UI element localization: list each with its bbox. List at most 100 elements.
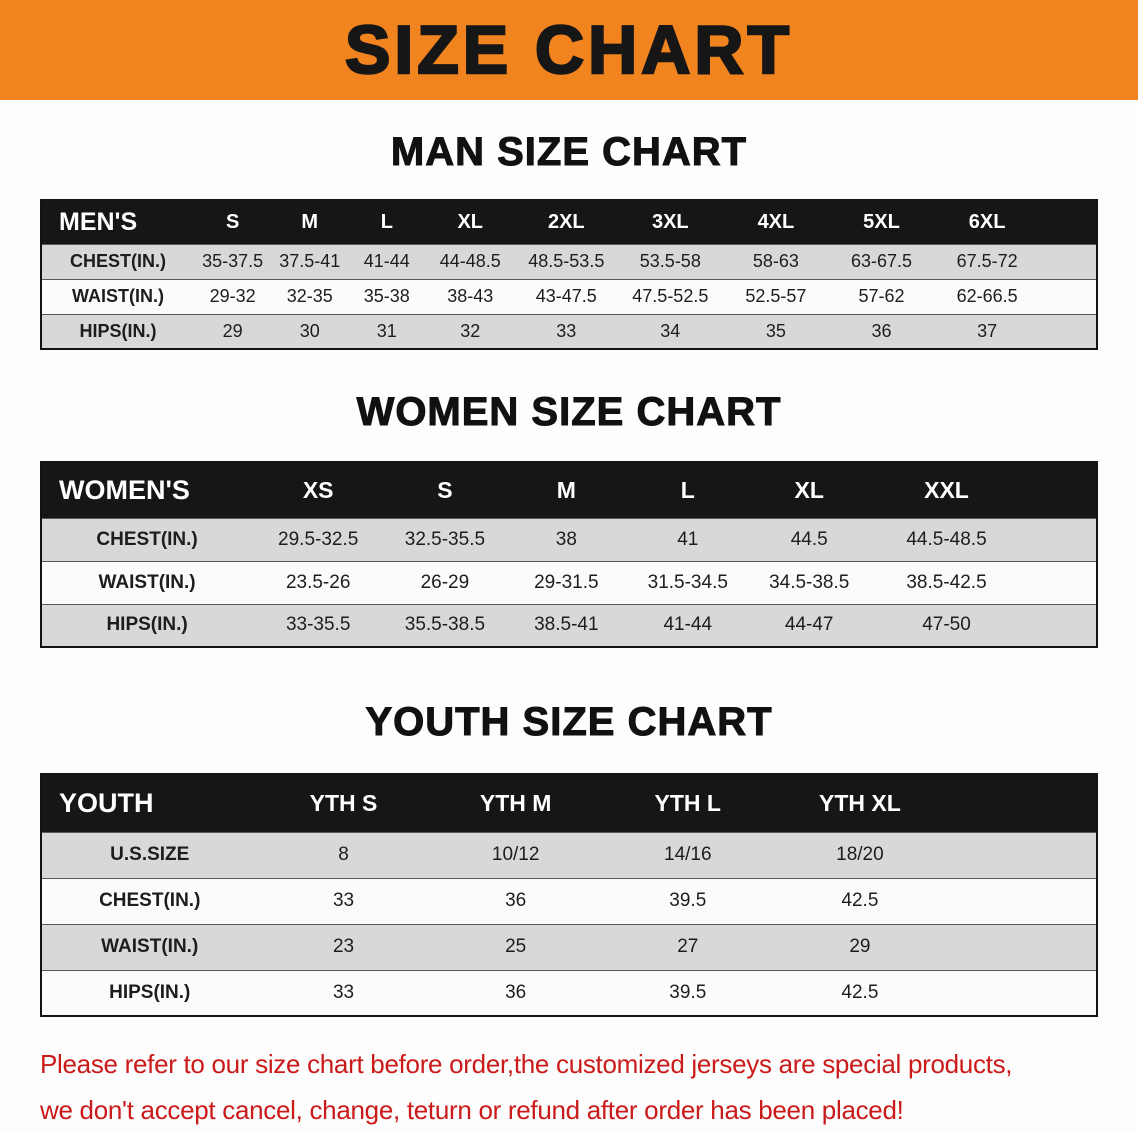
column-header: YTH M (429, 774, 602, 832)
notice-line-2: we don't accept cancel, change, teturn o… (40, 1095, 904, 1125)
table-row: CHEST(IN.) 29.5-32.5 32.5-35.5 38 41 44.… (41, 518, 1097, 561)
size-value: 52.5-57 (745, 286, 807, 306)
column-header: XL (748, 462, 870, 518)
size-value: 29-31.5 (534, 571, 599, 593)
size-value: 67.5-72 (956, 251, 1018, 271)
size-value: 33 (332, 890, 355, 911)
women-size-table: WOMEN'S XS S M L XL XXL CHEST(IN.) 29.5-… (40, 461, 1098, 648)
column-header: M (271, 200, 349, 244)
table-row: HIPS(IN.) 33-35.5 35.5-38.5 38.5-41 41-4… (41, 604, 1097, 647)
size-value: 38.5-41 (534, 614, 599, 636)
size-value: 14/16 (664, 844, 712, 865)
row-label: WAIST(IN.) (101, 936, 199, 957)
size-value: 48.5-53.5 (528, 251, 605, 271)
size-value: 63-67.5 (850, 251, 913, 271)
row-label: WAIST(IN.) (72, 286, 165, 306)
size-value: 33-35.5 (285, 614, 351, 636)
row-label: CHEST(IN.) (70, 251, 167, 271)
size-value: 38.5-42.5 (906, 571, 987, 593)
men-section-heading: MAN SIZE CHART (390, 130, 748, 175)
row-label: CHEST(IN.) (99, 890, 201, 911)
size-value: 44.5-48.5 (906, 528, 987, 550)
cell-filler (1023, 561, 1097, 604)
size-value: 32 (460, 320, 481, 341)
table-row: WAIST(IN.) 29-32 32-35 35-38 38-43 43-47… (41, 279, 1097, 314)
youth-header-row: YOUTH YTH S YTH M YTH L YTH XL (41, 774, 1097, 832)
header-filler (945, 774, 1097, 832)
women-header-row: WOMEN'S XS S M L XL XXL (41, 462, 1097, 518)
size-value: 39.5 (669, 890, 707, 911)
size-value: 44.5 (790, 528, 828, 550)
table-row: HIPS(IN.) 33 36 39.5 42.5 (41, 970, 1097, 1016)
column-header: YTH S (257, 774, 430, 832)
size-value: 27 (677, 936, 699, 957)
table-corner-label: WOMEN'S (41, 462, 253, 518)
size-value: 41-44 (363, 251, 410, 271)
notice-line-1: Please refer to our size chart before or… (40, 1049, 1013, 1079)
row-label: HIPS(IN.) (106, 614, 188, 636)
table-row: WAIST(IN.) 23.5-26 26-29 29-31.5 31.5-34… (41, 561, 1097, 604)
size-value: 26-29 (420, 571, 470, 593)
size-value: 35.5-38.5 (404, 614, 486, 636)
page-title: SIZE CHART (344, 12, 793, 88)
row-label: WAIST(IN.) (98, 571, 196, 593)
banner: SIZE CHART (0, 0, 1138, 100)
size-value: 38-43 (447, 286, 494, 306)
size-value: 57-62 (858, 286, 905, 306)
header-filler (1039, 200, 1097, 244)
size-value: 44-47 (784, 614, 834, 636)
size-value: 34 (660, 320, 681, 341)
youth-size-table: YOUTH YTH S YTH M YTH L YTH XL U.S.SIZE … (40, 773, 1098, 1017)
cell-filler (946, 878, 1097, 924)
cell-filler (1040, 244, 1097, 279)
column-header: YTH XL (773, 774, 946, 832)
size-value: 36 (505, 981, 527, 1003)
size-value: 29-32 (209, 286, 256, 306)
size-value: 32-35 (286, 286, 333, 306)
size-value: 42.5 (841, 890, 879, 911)
table-corner-label: MEN'S (41, 200, 195, 244)
column-header: XL (425, 200, 516, 244)
row-label: HIPS(IN.) (109, 981, 191, 1003)
table-row: CHEST(IN.) 35-37.5 37.5-41 41-44 44-48.5… (41, 244, 1097, 279)
cell-filler (1023, 604, 1097, 647)
column-header: 5XL (828, 200, 935, 244)
size-value: 10/12 (491, 844, 540, 865)
size-value: 33 (332, 981, 355, 1003)
cell-filler (946, 832, 1097, 878)
cell-filler (1023, 518, 1097, 561)
column-header: XS (252, 462, 385, 518)
size-value: 38 (555, 528, 577, 550)
men-header-row: MEN'S S M L XL 2XL 3XL 4XL 5XL 6XL (41, 200, 1097, 244)
youth-section-heading: YOUTH SIZE CHART (365, 700, 773, 745)
size-value: 37 (977, 320, 998, 341)
youth-size-section: YOUTH SIZE CHART YOUTH YTH S YTH M YTH L… (0, 700, 1138, 1017)
table-corner-label: YOUTH (41, 774, 258, 832)
cell-filler (1040, 314, 1097, 349)
size-value: 32.5-35.5 (404, 528, 486, 550)
column-header: 2XL (515, 200, 618, 244)
men-size-section: MAN SIZE CHART MEN'S S M L XL 2XL 3XL 4X… (0, 130, 1138, 350)
column-header: L (627, 462, 749, 518)
size-value: 29 (849, 936, 871, 957)
column-header: YTH L (601, 774, 774, 832)
column-header: L (348, 200, 426, 244)
size-value: 43-47.5 (535, 286, 597, 306)
size-value: 35-38 (363, 286, 410, 306)
row-label: U.S.SIZE (110, 844, 190, 865)
size-value: 23.5-26 (285, 571, 351, 593)
cell-filler (946, 970, 1097, 1016)
cell-filler (946, 924, 1097, 970)
size-value: 53.5-58 (639, 251, 701, 271)
size-value: 41 (677, 528, 699, 550)
size-value: 36 (871, 320, 892, 341)
cell-filler (1040, 279, 1097, 314)
size-value: 47.5-52.5 (632, 286, 709, 306)
size-value: 39.5 (669, 981, 707, 1003)
order-notice: Please refer to our size chart before or… (40, 1041, 1138, 1133)
size-value: 31.5-34.5 (647, 571, 728, 593)
column-header: S (194, 200, 272, 244)
size-value: 44-48.5 (439, 251, 501, 271)
size-value: 42.5 (841, 981, 879, 1003)
